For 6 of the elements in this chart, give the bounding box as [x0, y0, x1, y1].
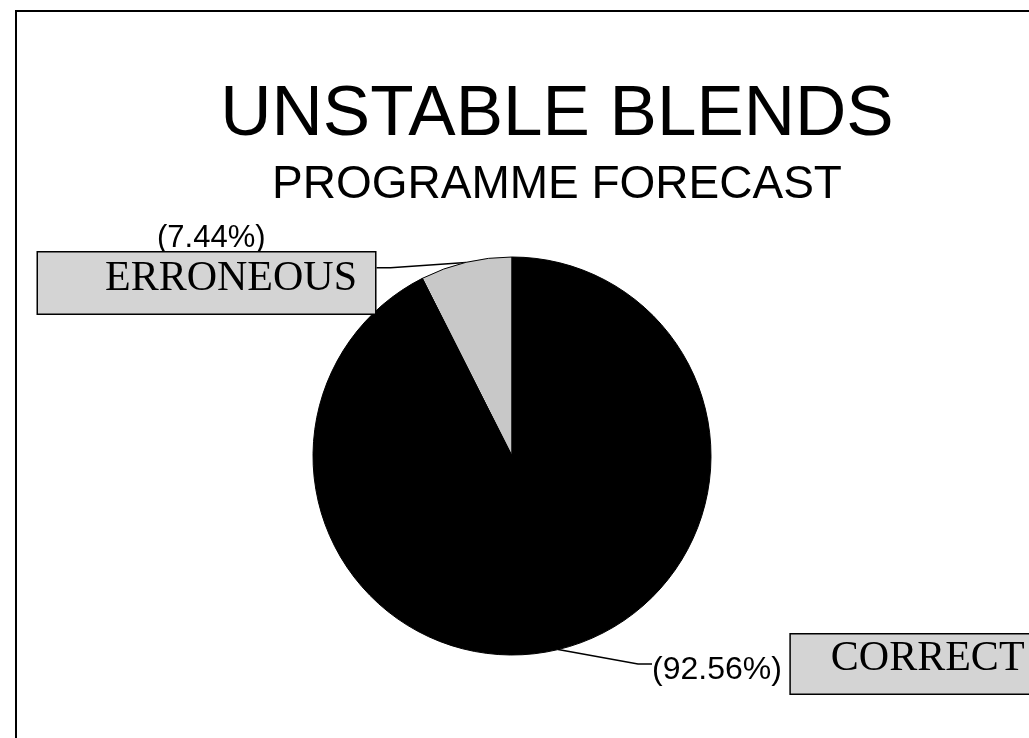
chart-subtitle: PROGRAMME FORECAST	[272, 156, 842, 208]
data-label: (7.44%)	[157, 218, 266, 254]
chart-title: UNSTABLE BLENDS	[220, 71, 894, 150]
slice-label: ERRONEOUS	[105, 252, 358, 299]
data-label: (92.56%)	[652, 650, 782, 686]
slice-label: CORRECT	[830, 632, 1025, 679]
